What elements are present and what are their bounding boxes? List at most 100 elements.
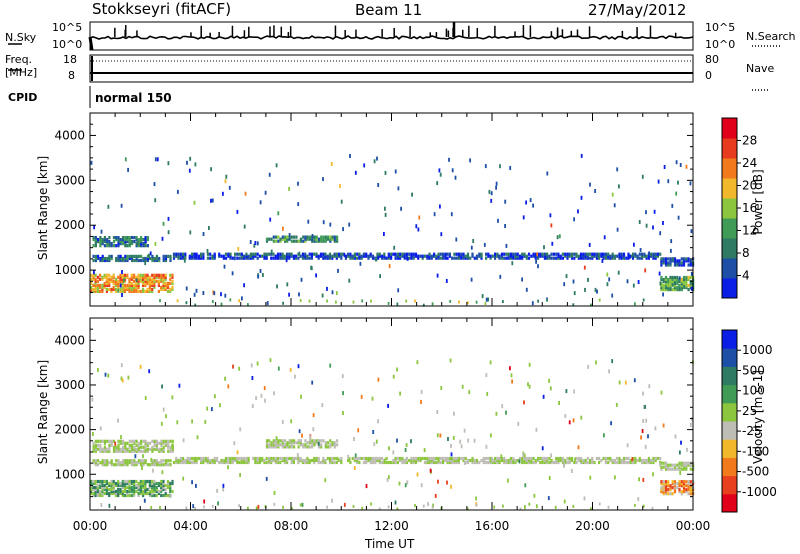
power-cell xyxy=(577,254,580,258)
velocity-cell xyxy=(313,439,316,443)
velocity-cell xyxy=(184,458,187,463)
power-cell xyxy=(292,254,295,258)
power-cell xyxy=(304,237,307,241)
power-cell xyxy=(302,239,305,243)
power-cell xyxy=(512,252,515,256)
velocity-cell xyxy=(149,447,152,451)
velocity-cell xyxy=(142,445,145,449)
velocity-cell xyxy=(99,479,102,484)
power-cell xyxy=(643,254,646,258)
power-cell xyxy=(142,244,145,248)
velocity-cell xyxy=(153,483,156,488)
power-cell xyxy=(365,252,368,256)
power-cell xyxy=(682,282,686,286)
power-cell xyxy=(276,256,280,260)
power-cell xyxy=(636,256,639,260)
velocity-cell xyxy=(108,493,111,498)
power-cell xyxy=(308,235,311,239)
velocity-cell xyxy=(509,456,512,461)
velocity-cell xyxy=(146,487,149,492)
power-cell xyxy=(177,254,180,258)
velocity-cell xyxy=(444,458,447,463)
nsearch-label: N.Search xyxy=(746,30,796,43)
velocity-cell xyxy=(509,366,511,371)
power-cell xyxy=(457,256,460,260)
velocity-cell xyxy=(112,447,116,451)
power-cell xyxy=(223,264,226,269)
velocity-cell xyxy=(329,439,332,443)
velocity-cell xyxy=(417,456,420,461)
power-cell xyxy=(126,240,129,244)
power-cell xyxy=(484,302,487,305)
velocity-cell xyxy=(509,460,512,465)
velocity-cell xyxy=(392,460,395,465)
velocity-cell xyxy=(365,458,368,463)
power-cell xyxy=(112,281,115,285)
velocity-cell xyxy=(423,460,427,465)
velocity-cell xyxy=(121,441,125,445)
power-cell xyxy=(99,242,102,246)
velocity-cell xyxy=(94,479,97,484)
velocity-colorbar-label: Velocity [m s-1] xyxy=(751,370,765,464)
velocity-cell xyxy=(144,443,147,447)
velocity-cell xyxy=(498,458,501,463)
power-cell xyxy=(654,256,657,260)
power-cell xyxy=(349,252,352,256)
velocity-cell xyxy=(167,463,170,467)
velocity-cell xyxy=(148,493,151,498)
velocity-cell xyxy=(559,458,562,463)
velocity-cell xyxy=(117,489,120,494)
velocity-cell xyxy=(222,483,225,488)
velocity-cell xyxy=(162,407,165,412)
velocity-cell xyxy=(124,441,127,445)
power-cell xyxy=(153,275,156,279)
velocity-cell xyxy=(236,456,239,461)
power-cell xyxy=(396,254,399,258)
velocity-cell xyxy=(324,478,327,483)
velocity-cell xyxy=(96,479,99,484)
power-cell xyxy=(338,254,341,258)
velocity-cell xyxy=(564,458,567,463)
velocity-cell xyxy=(337,457,340,462)
power-cell xyxy=(660,257,663,261)
power-cell xyxy=(676,261,679,265)
velocity-cell xyxy=(100,503,103,507)
power-cell xyxy=(337,268,339,273)
velocity-cell xyxy=(126,447,129,451)
power-cell xyxy=(106,256,109,261)
power-cell xyxy=(126,254,129,258)
power-cell xyxy=(211,254,214,258)
velocity-cell xyxy=(144,445,147,449)
velocity-cell xyxy=(489,460,492,465)
power-cell xyxy=(121,270,123,274)
velocity-cell xyxy=(673,482,677,486)
power-cell xyxy=(128,289,131,293)
power-cell xyxy=(164,285,167,289)
power-cell xyxy=(394,169,397,174)
velocity-cell xyxy=(660,486,663,490)
velocity-cell xyxy=(162,485,165,490)
power-cell xyxy=(90,160,93,165)
velocity-cell xyxy=(155,459,158,463)
velocity-cell xyxy=(296,453,299,457)
velocity-cell xyxy=(92,447,95,451)
x-tick-label: 04:00 xyxy=(173,519,208,533)
velocity-cell xyxy=(133,487,136,492)
velocity-cell xyxy=(96,485,99,490)
power-cell xyxy=(324,256,327,260)
velocity-cell xyxy=(200,460,203,465)
velocity-cell xyxy=(279,460,282,465)
power-cell xyxy=(197,256,200,260)
velocity-cell xyxy=(485,444,488,449)
power-cell xyxy=(142,279,145,283)
power-cell xyxy=(99,240,102,244)
velocity-cell xyxy=(642,419,645,423)
power-cell xyxy=(243,283,245,288)
velocity-cell xyxy=(90,489,93,494)
velocity-cell xyxy=(270,445,273,449)
power-cell xyxy=(546,171,549,176)
power-cell xyxy=(670,239,673,244)
power-cell xyxy=(131,256,134,261)
power-cell xyxy=(272,235,275,239)
power-cell xyxy=(322,256,325,260)
